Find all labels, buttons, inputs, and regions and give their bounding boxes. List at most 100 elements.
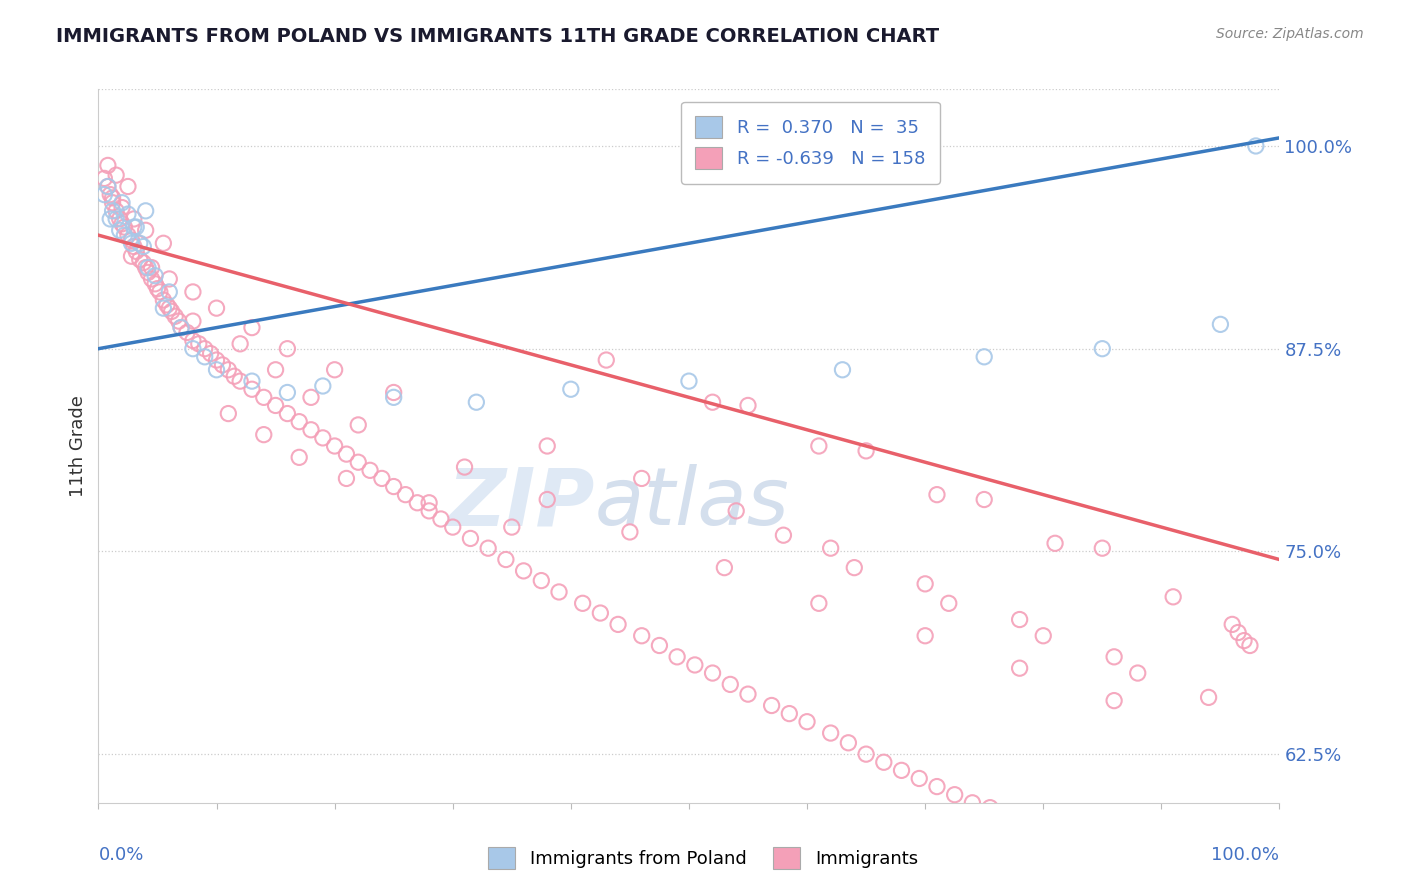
Point bbox=[288, 450, 311, 465]
Point bbox=[117, 228, 139, 243]
Point bbox=[205, 353, 228, 368]
Point bbox=[1091, 342, 1114, 356]
Point bbox=[837, 736, 859, 750]
Point bbox=[347, 455, 370, 469]
Point bbox=[181, 334, 204, 348]
Point bbox=[125, 244, 148, 259]
Point bbox=[962, 796, 984, 810]
Point bbox=[973, 492, 995, 507]
Point bbox=[276, 385, 298, 400]
Point bbox=[1198, 690, 1220, 705]
Point bbox=[105, 168, 128, 182]
Point bbox=[224, 369, 246, 384]
Point bbox=[560, 382, 582, 396]
Point bbox=[165, 310, 187, 324]
Point bbox=[530, 574, 553, 588]
Point bbox=[1220, 617, 1243, 632]
Point bbox=[997, 807, 1019, 822]
Point bbox=[187, 336, 209, 351]
Y-axis label: 11th Grade: 11th Grade bbox=[69, 395, 87, 497]
Point bbox=[217, 363, 239, 377]
Point bbox=[152, 293, 174, 307]
Point bbox=[1233, 633, 1256, 648]
Point bbox=[276, 407, 298, 421]
Point bbox=[536, 492, 558, 507]
Point bbox=[299, 423, 322, 437]
Point bbox=[136, 265, 159, 279]
Point bbox=[98, 211, 121, 226]
Point bbox=[1043, 536, 1066, 550]
Point bbox=[678, 374, 700, 388]
Point bbox=[702, 666, 724, 681]
Point bbox=[205, 363, 228, 377]
Point bbox=[335, 471, 357, 485]
Point bbox=[1102, 693, 1125, 707]
Text: 100.0%: 100.0% bbox=[1212, 846, 1279, 863]
Point bbox=[157, 285, 180, 299]
Point bbox=[143, 277, 166, 291]
Point bbox=[1209, 871, 1232, 886]
Point bbox=[1239, 639, 1261, 653]
Point bbox=[97, 179, 120, 194]
Point bbox=[382, 479, 405, 493]
Point bbox=[128, 252, 150, 267]
Point bbox=[229, 336, 252, 351]
Point bbox=[122, 211, 145, 226]
Point bbox=[122, 239, 145, 253]
Point bbox=[170, 320, 193, 334]
Point bbox=[264, 399, 287, 413]
Point bbox=[117, 179, 139, 194]
Legend: Immigrants from Poland, Immigrants: Immigrants from Poland, Immigrants bbox=[479, 838, 927, 879]
Point bbox=[112, 228, 135, 243]
Point bbox=[149, 285, 172, 299]
Point bbox=[536, 439, 558, 453]
Point bbox=[160, 304, 183, 318]
Point bbox=[121, 236, 143, 251]
Point bbox=[97, 179, 120, 194]
Point bbox=[101, 203, 124, 218]
Point bbox=[135, 203, 157, 218]
Point bbox=[111, 195, 134, 210]
Point bbox=[418, 496, 440, 510]
Point bbox=[1156, 855, 1178, 870]
Point bbox=[1139, 849, 1161, 863]
Point bbox=[323, 363, 346, 377]
Point bbox=[778, 706, 800, 721]
Point bbox=[157, 272, 180, 286]
Point bbox=[125, 220, 148, 235]
Point bbox=[1209, 318, 1232, 332]
Point bbox=[141, 272, 163, 286]
Point bbox=[98, 187, 121, 202]
Point bbox=[737, 399, 759, 413]
Point bbox=[630, 629, 652, 643]
Point bbox=[1008, 613, 1031, 627]
Point bbox=[152, 236, 174, 251]
Point bbox=[141, 260, 163, 275]
Point bbox=[718, 677, 741, 691]
Point bbox=[1032, 817, 1054, 831]
Point bbox=[240, 320, 263, 334]
Point bbox=[101, 195, 124, 210]
Point bbox=[831, 363, 853, 377]
Point bbox=[93, 171, 115, 186]
Point bbox=[630, 471, 652, 485]
Point bbox=[772, 528, 794, 542]
Point bbox=[132, 256, 155, 270]
Point bbox=[441, 520, 464, 534]
Point bbox=[312, 431, 335, 445]
Point bbox=[477, 541, 499, 556]
Point bbox=[890, 764, 912, 778]
Point bbox=[108, 211, 131, 226]
Point bbox=[264, 363, 287, 377]
Text: ZIP: ZIP bbox=[447, 464, 595, 542]
Point bbox=[122, 220, 145, 235]
Point bbox=[1050, 823, 1073, 838]
Point bbox=[312, 379, 335, 393]
Point bbox=[1244, 139, 1267, 153]
Point bbox=[737, 687, 759, 701]
Point bbox=[240, 382, 263, 396]
Point bbox=[288, 415, 311, 429]
Point bbox=[1102, 649, 1125, 664]
Point bbox=[135, 223, 157, 237]
Point bbox=[105, 203, 128, 218]
